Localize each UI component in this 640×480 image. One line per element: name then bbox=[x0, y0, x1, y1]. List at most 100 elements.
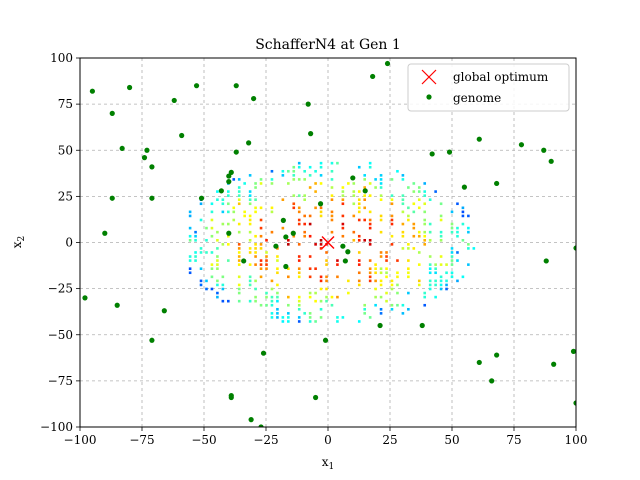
contour-cell bbox=[407, 214, 410, 218]
contour-cell bbox=[227, 222, 230, 226]
contour-cell bbox=[412, 226, 416, 230]
contour-cell bbox=[319, 247, 323, 250]
contour-cell bbox=[248, 222, 252, 226]
x-tick-label: −100 bbox=[64, 433, 97, 447]
contour-cell bbox=[254, 279, 257, 283]
contour-cell bbox=[341, 222, 345, 226]
contour-cell bbox=[445, 271, 448, 275]
contour-cell bbox=[265, 263, 268, 266]
legend-optimum-label: global optimum bbox=[453, 70, 549, 84]
contour-cell bbox=[363, 178, 367, 181]
contour-cell bbox=[401, 198, 405, 201]
contour-cell bbox=[216, 238, 219, 242]
genome-point bbox=[476, 359, 482, 366]
contour-cell bbox=[308, 320, 312, 323]
contour-cell bbox=[336, 275, 339, 279]
contour-cell bbox=[363, 307, 367, 311]
contour-cell bbox=[450, 259, 454, 262]
contour-cell bbox=[292, 169, 296, 173]
contour-cell bbox=[374, 295, 377, 299]
contour-cell bbox=[232, 178, 236, 181]
contour-cell bbox=[374, 303, 377, 307]
genome-point bbox=[461, 184, 467, 190]
contour-cell bbox=[336, 320, 339, 323]
contour-cell bbox=[336, 263, 339, 266]
contour-cell bbox=[248, 198, 252, 201]
contour-cell bbox=[188, 214, 192, 218]
contour-cell bbox=[368, 194, 372, 197]
contour-cell bbox=[221, 210, 225, 214]
y-tick-label: −75 bbox=[48, 374, 73, 388]
contour-cell bbox=[368, 275, 372, 279]
contour-cell bbox=[194, 251, 197, 254]
contour-cell bbox=[221, 275, 225, 279]
contour-cell bbox=[417, 198, 421, 201]
y-tick-label: −50 bbox=[48, 328, 73, 342]
contour-cell bbox=[357, 238, 361, 242]
contour-cell bbox=[319, 299, 323, 303]
contour-cell bbox=[325, 275, 328, 279]
contour-cell bbox=[379, 214, 383, 218]
contour-cell bbox=[221, 287, 225, 291]
contour-cell bbox=[434, 267, 437, 270]
contour-cell bbox=[385, 275, 388, 279]
contour-cell bbox=[297, 307, 301, 311]
contour-cell bbox=[467, 214, 470, 218]
contour-cell bbox=[319, 174, 323, 177]
contour-cell bbox=[254, 243, 257, 246]
contour-cell bbox=[287, 320, 290, 323]
contour-cell bbox=[319, 307, 323, 311]
contour-cell bbox=[254, 234, 257, 238]
contour-cell bbox=[428, 287, 432, 291]
contour-cell bbox=[254, 299, 257, 303]
contour-cell bbox=[357, 320, 361, 323]
contour-cell bbox=[265, 267, 268, 270]
contour-cell bbox=[363, 206, 367, 210]
contour-cell bbox=[303, 222, 306, 226]
x-tick-label: −25 bbox=[253, 433, 278, 447]
contour-cell bbox=[439, 218, 443, 222]
contour-cell bbox=[390, 222, 394, 226]
contour-cell bbox=[194, 234, 197, 238]
contour-cell bbox=[368, 243, 372, 246]
contour-cell bbox=[210, 234, 214, 238]
contour-cell bbox=[270, 182, 274, 185]
contour-cell bbox=[434, 271, 437, 275]
contour-cell bbox=[401, 202, 405, 206]
contour-cell bbox=[379, 186, 383, 189]
y-axis-label: x2 bbox=[10, 236, 27, 249]
contour-cell bbox=[407, 267, 410, 270]
contour-cell bbox=[276, 271, 279, 275]
contour-cell bbox=[270, 230, 274, 234]
contour-cell bbox=[292, 234, 296, 238]
contour-cell bbox=[237, 263, 241, 266]
contour-cell bbox=[390, 178, 394, 181]
contour-cell bbox=[221, 283, 225, 287]
contour-cell bbox=[248, 263, 252, 266]
contour-cell bbox=[330, 295, 334, 299]
contour-cell bbox=[417, 190, 421, 193]
contour-cell bbox=[445, 283, 448, 287]
contour-cell bbox=[270, 178, 274, 181]
contour-cell bbox=[412, 190, 416, 193]
genome-point bbox=[419, 322, 425, 329]
contour-cell bbox=[265, 259, 268, 262]
contour-cell bbox=[401, 178, 405, 181]
contour-cell bbox=[199, 283, 203, 287]
contour-cell bbox=[227, 259, 230, 262]
contour-cell bbox=[357, 218, 361, 222]
contour-cell bbox=[303, 178, 306, 181]
genome-point bbox=[570, 348, 576, 354]
contour-cell bbox=[461, 238, 465, 242]
contour-cell bbox=[325, 251, 328, 254]
contour-cell bbox=[303, 214, 306, 218]
contour-cell bbox=[210, 210, 214, 214]
contour-cell bbox=[281, 316, 285, 319]
contour-cell bbox=[417, 230, 421, 234]
contour-cell bbox=[412, 222, 416, 226]
contour-cell bbox=[379, 251, 383, 254]
contour-cell bbox=[379, 174, 383, 177]
contour-cell bbox=[407, 218, 410, 222]
contour-cell bbox=[374, 287, 377, 291]
contour-cell bbox=[401, 230, 405, 234]
